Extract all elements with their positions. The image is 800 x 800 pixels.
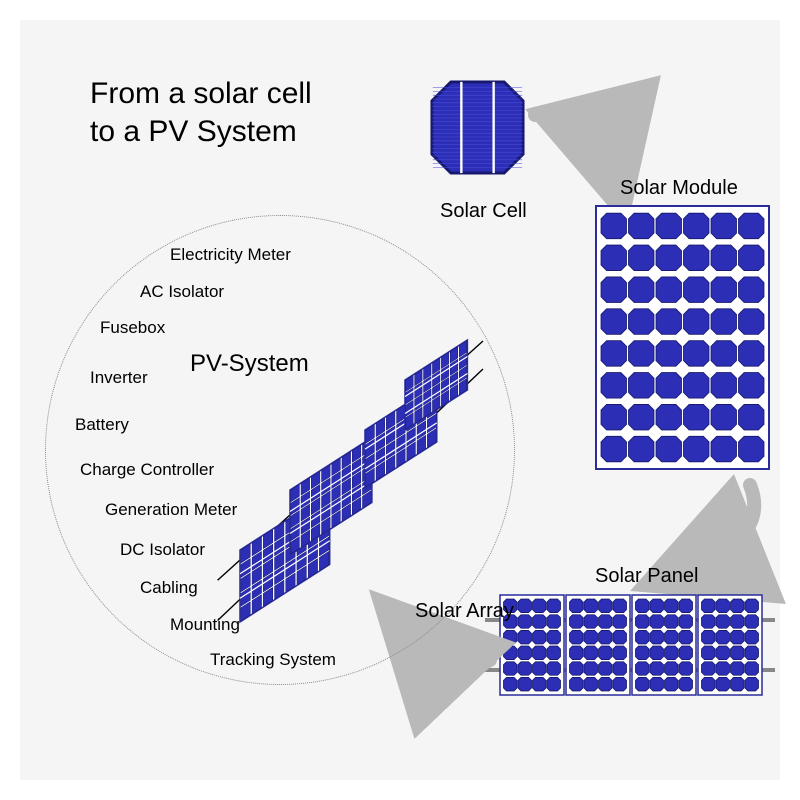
comp-inverter: Inverter — [90, 368, 148, 388]
solar-panel-label: Solar Panel — [595, 565, 698, 588]
arrow-cell-to-module — [525, 90, 635, 190]
diagram-canvas: From a solar cell to a PV System Solar C… — [20, 20, 780, 780]
comp-tracking-system: Tracking System — [210, 650, 336, 670]
comp-fusebox: Fusebox — [100, 318, 165, 338]
solar-panel-graphic — [485, 590, 775, 700]
comp-dc-isolator: DC Isolator — [120, 540, 205, 560]
diagram-title: From a solar cell to a PV System — [90, 75, 312, 150]
title-line1: From a solar cell — [90, 77, 312, 110]
comp-ac-isolator: AC Isolator — [140, 282, 224, 302]
comp-generation-meter: Generation Meter — [105, 500, 237, 520]
comp-cabling: Cabling — [140, 578, 198, 598]
solar-module-label: Solar Module — [620, 177, 738, 200]
solar-array-graphic — [230, 315, 520, 635]
comp-electricity-meter: Electricity Meter — [170, 245, 291, 265]
solar-module-graphic — [595, 205, 770, 470]
comp-battery: Battery — [75, 415, 129, 435]
solar-cell-graphic — [430, 80, 525, 175]
comp-charge-controller: Charge Controller — [80, 460, 214, 480]
title-line2: to a PV System — [90, 115, 297, 148]
solar-cell-label: Solar Cell — [440, 200, 527, 223]
